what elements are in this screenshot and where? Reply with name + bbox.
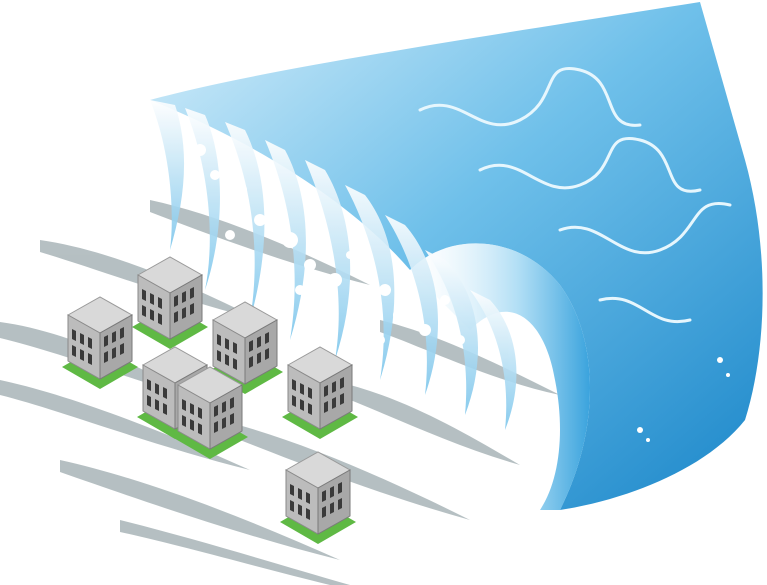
wave-ripples — [418, 67, 732, 324]
building — [281, 346, 359, 440]
wave — [150, 2, 763, 511]
wave-back — [150, 2, 763, 510]
foam — [194, 144, 730, 442]
